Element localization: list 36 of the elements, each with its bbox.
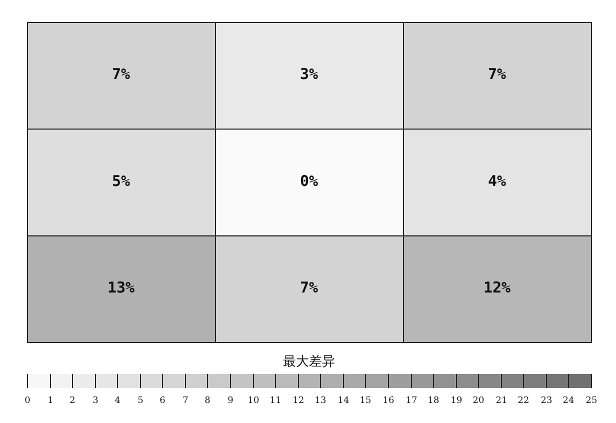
color-bar-label: 10	[248, 396, 260, 406]
color-bar-label: 15	[360, 396, 372, 406]
data-label: 4%	[488, 172, 506, 190]
data-label: 7%	[488, 65, 506, 84]
color-bar-label: 9	[228, 396, 234, 406]
color-bar-label: 16	[382, 396, 394, 406]
color-bar-label: 18	[428, 396, 440, 406]
data-label: 3%	[300, 65, 318, 84]
color-bar-label: 2	[70, 396, 76, 406]
color-bar-label: 21	[496, 396, 508, 406]
color-bar-label: 17	[406, 396, 418, 406]
data-label: 7%	[300, 278, 318, 297]
color-bar-label: 25	[586, 396, 598, 406]
color-bar-label: 4	[114, 396, 121, 406]
color-bar-label: 0	[24, 396, 31, 406]
color-bar-label: 5	[138, 396, 144, 406]
color-bar-label: 23	[540, 396, 552, 406]
color-bar-label: 8	[204, 396, 211, 406]
color-bar-label: 3	[92, 396, 99, 406]
data-label: 12%	[483, 278, 511, 297]
color-bar-label: 6	[160, 396, 166, 406]
color-bar-label: 24	[562, 396, 574, 406]
data-label: 13%	[107, 278, 135, 297]
color-bar-label: 22	[518, 396, 530, 406]
color-bar-label: 20	[472, 396, 484, 406]
color-bar-label: 14	[338, 396, 350, 406]
data-label: 7%	[112, 65, 130, 84]
color-bar-label: 13	[314, 396, 326, 406]
data-label: 5%	[112, 172, 130, 190]
color-bar-label: 12	[292, 396, 304, 406]
color-bar-label: 19	[450, 396, 462, 406]
color-bar-label: 7	[182, 396, 189, 406]
data-label: 0%	[300, 172, 318, 190]
color-bar-label: 11	[270, 396, 282, 406]
color-bar-title: 最大差异	[283, 354, 335, 370]
color-bar-label: 1	[48, 396, 54, 406]
